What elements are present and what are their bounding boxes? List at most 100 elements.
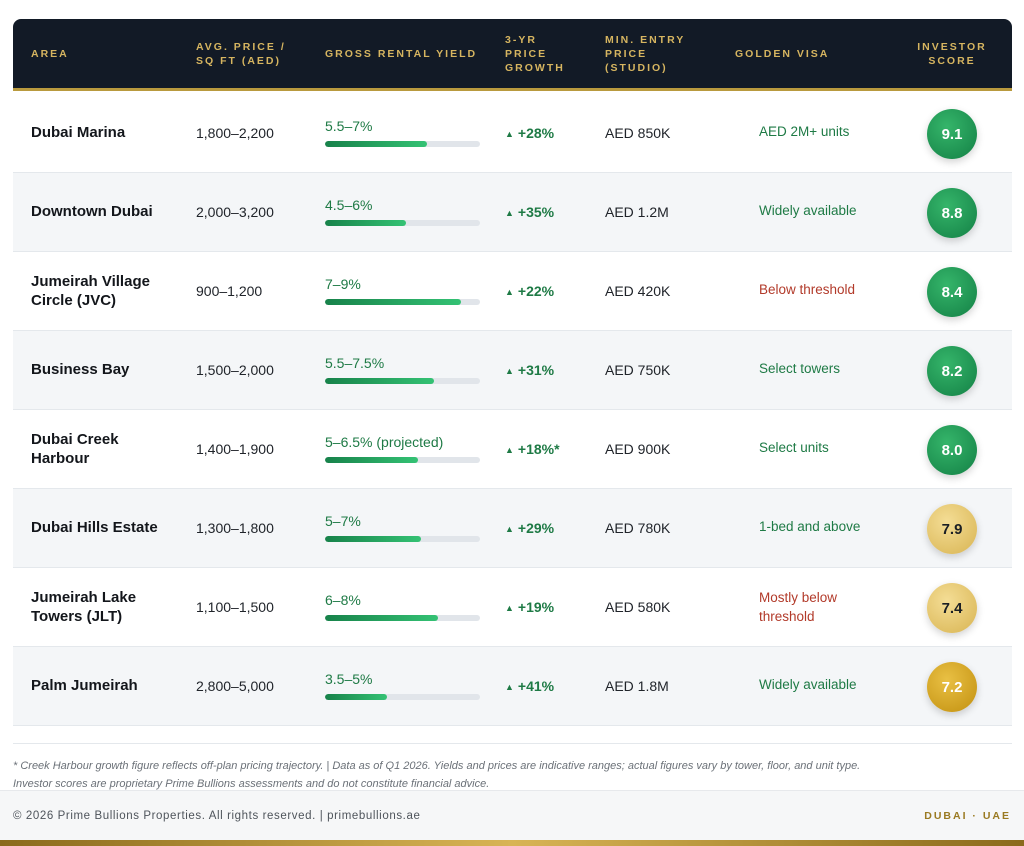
header-score: INVESTOR SCORE xyxy=(917,41,987,67)
yield-bar xyxy=(325,694,480,700)
area-name: Dubai Marina xyxy=(31,123,191,142)
area-name-line: Jumeirah Village xyxy=(31,273,150,290)
rental-yield: 4.5–6% xyxy=(325,197,373,213)
area-name-line: Dubai Hills Estate xyxy=(31,519,158,536)
up-arrow-icon: ▲ xyxy=(505,603,514,613)
area-comparison-table: AREA AVG. PRICE / SQ FT (AED) GROSS RENTA… xyxy=(13,19,1012,726)
min-entry-price: AED 580K xyxy=(605,599,671,615)
rental-yield: 5.5–7.5% xyxy=(325,355,385,371)
investor-score-badge: 7.9 xyxy=(927,504,977,554)
avg-price: 2,800–5,000 xyxy=(196,678,274,694)
table-row: Dubai Marina 1,800–2,200 5.5–7% ▲ +28% AED 85… xyxy=(13,94,1012,173)
golden-visa-status: Mostly below threshold xyxy=(759,588,899,626)
yield-bar xyxy=(325,536,480,542)
area-name: Dubai Hills Estate xyxy=(31,518,191,537)
investor-score-badge: 8.0 xyxy=(927,425,977,475)
investor-score-badge: 7.4 xyxy=(927,583,977,633)
yield-bar xyxy=(325,299,480,305)
investor-score-badge: 9.1 xyxy=(927,109,977,159)
area-name-line: Circle (JVC) xyxy=(31,292,117,309)
golden-visa-status: Select towers xyxy=(759,359,899,378)
rental-yield: 3.5–5% xyxy=(325,671,373,687)
rental-yield: 7–9% xyxy=(325,276,361,292)
min-entry-price: AED 780K xyxy=(605,520,671,536)
price-growth-value: +22% xyxy=(517,283,555,299)
area-name-line: Jumeirah Lake xyxy=(31,589,137,606)
investor-score-badge: 8.4 xyxy=(927,267,977,317)
golden-visa-status: Widely available xyxy=(759,675,899,694)
up-arrow-icon: ▲ xyxy=(505,208,514,218)
golden-visa-status: Widely available xyxy=(759,201,899,220)
price-growth-value: +19% xyxy=(517,599,555,615)
investor-score-badge: 7.2 xyxy=(927,662,977,712)
avg-price: 1,100–1,500 xyxy=(196,599,274,615)
min-entry-price: AED 1.2M xyxy=(605,204,669,220)
rental-yield: 5–7% xyxy=(325,513,361,529)
area-name: Dubai Creek Harbour xyxy=(31,430,191,468)
price-growth: ▲ +22% xyxy=(505,282,554,302)
area-name-line: Downtown Dubai xyxy=(31,203,153,220)
table-row: Palm Jumeirah 2,800–5,000 3.5–5% ▲ +41% AED 1… xyxy=(13,647,1012,726)
up-arrow-icon: ▲ xyxy=(505,524,514,534)
rental-yield: 5–6.5% (projected) xyxy=(325,434,444,450)
golden-visa-status: Below threshold xyxy=(759,280,899,299)
yield-bar-fill xyxy=(325,141,428,147)
yield-bar xyxy=(325,141,480,147)
golden-visa-line: threshold xyxy=(759,609,815,624)
price-growth: ▲ +31% xyxy=(505,361,554,381)
yield-bar xyxy=(325,378,480,384)
price-growth: ▲ +41% xyxy=(505,677,554,697)
price-growth: ▲ +19% xyxy=(505,598,554,618)
area-name: Business Bay xyxy=(31,360,191,379)
header-growth: 3-YR PRICE GROWTH xyxy=(505,34,565,74)
golden-visa-status: Select units xyxy=(759,438,899,457)
area-name-line: Dubai Creek xyxy=(31,431,119,448)
table-row: Jumeirah Lake Towers (JLT) 1,100–1,500 6–8%… xyxy=(13,568,1012,647)
price-growth: ▲ +28% xyxy=(505,124,554,144)
yield-bar xyxy=(325,220,480,226)
price-growth: ▲ +29% xyxy=(505,519,554,539)
golden-visa-line: Mostly below xyxy=(759,590,838,605)
copyright-text: © 2026 Prime Bullions Properties. All ri… xyxy=(13,810,421,822)
avg-price: 2,000–3,200 xyxy=(196,204,274,220)
footer: © 2026 Prime Bullions Properties. All ri… xyxy=(0,790,1024,840)
investor-score-badge: 8.8 xyxy=(927,188,977,238)
area-name-line: Palm Jumeirah xyxy=(31,677,138,694)
table-row: Jumeirah Village Circle (JVC) 900–1,200 7–9… xyxy=(13,252,1012,331)
up-arrow-icon: ▲ xyxy=(505,445,514,455)
divider xyxy=(13,743,1012,744)
avg-price: 1,300–1,800 xyxy=(196,520,274,536)
area-name-line: Business Bay xyxy=(31,361,130,378)
avg-price: 900–1,200 xyxy=(196,283,263,299)
golden-visa-line: Below threshold xyxy=(759,282,856,297)
up-arrow-icon: ▲ xyxy=(505,682,514,692)
yield-bar xyxy=(325,457,480,463)
price-growth: ▲ +35% xyxy=(505,203,554,223)
table-header: AREA AVG. PRICE / SQ FT (AED) GROSS RENTA… xyxy=(13,19,1012,91)
table-row: Dubai Hills Estate 1,300–1,800 5–7% ▲ +29% AE… xyxy=(13,489,1012,568)
area-name: Jumeirah Lake Towers (JLT) xyxy=(31,588,191,626)
price-growth-value: +35% xyxy=(517,204,555,220)
header-area: AREA xyxy=(31,48,69,60)
golden-visa-line: Select towers xyxy=(759,361,841,376)
avg-price: 1,500–2,000 xyxy=(196,362,274,378)
yield-bar-fill xyxy=(325,536,422,542)
area-name: Jumeirah Village Circle (JVC) xyxy=(31,272,191,310)
location-label: DUBAI · UAE xyxy=(924,810,1011,822)
area-name-line: Towers (JLT) xyxy=(31,608,123,625)
investor-score-badge: 8.2 xyxy=(927,346,977,396)
header-yield: GROSS RENTAL YIELD xyxy=(325,48,478,60)
header-price: AVG. PRICE / SQ FT (AED) xyxy=(196,41,286,67)
yield-bar-fill xyxy=(325,378,434,384)
up-arrow-icon: ▲ xyxy=(505,287,514,297)
up-arrow-icon: ▲ xyxy=(505,366,514,376)
golden-visa-status: 1-bed and above xyxy=(759,517,899,536)
area-name: Palm Jumeirah xyxy=(31,676,191,695)
area-name: Downtown Dubai xyxy=(31,202,191,221)
footnote: * Creek Harbour growth figure reflects o… xyxy=(13,760,861,790)
area-name-line: Harbour xyxy=(31,450,90,467)
min-entry-price: AED 900K xyxy=(605,441,671,457)
golden-visa-status: AED 2M+ units xyxy=(759,122,899,141)
yield-bar xyxy=(325,615,480,621)
avg-price: 1,400–1,900 xyxy=(196,441,274,457)
